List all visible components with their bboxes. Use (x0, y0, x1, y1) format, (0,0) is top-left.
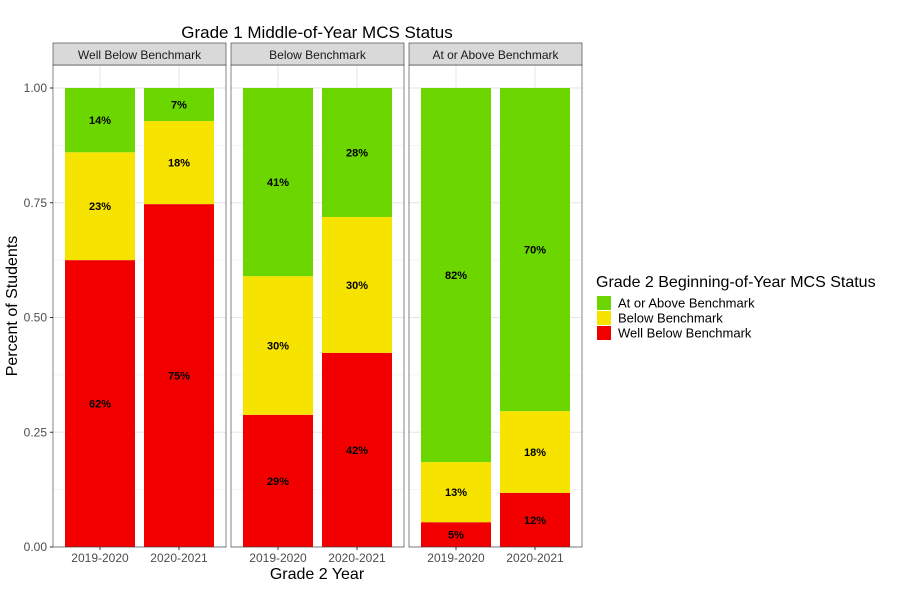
data-label: 42% (346, 445, 368, 457)
y-tick-label: 1.00 (24, 81, 48, 95)
facet-panel: 29% 30% 41% 2019-2020 42% 30% 28% 2020-2021 Belo… (230, 42, 405, 565)
data-label: 18% (524, 447, 546, 459)
bar-segment (421, 88, 491, 463)
data-label: 5% (448, 530, 464, 542)
legend-swatch (597, 311, 611, 325)
facet-panel: 5% 13% 82% 2019-2020 12% 18% 70% 2020-2021 At or… (408, 42, 583, 565)
facet-strip-label: At or Above Benchmark (432, 48, 559, 62)
data-label: 70% (524, 245, 546, 257)
bar-segment (243, 414, 313, 547)
facet-panel: 62% 23% 14% 2019-2020 75% 18% 7% 2020-2021 Well … (52, 42, 227, 565)
legend-title: Grade 2 Beginning-of-Year MCS Status (596, 274, 876, 291)
data-label: 29% (267, 476, 289, 488)
bar-segment (421, 522, 491, 547)
x-tick-label: 2020-2021 (328, 551, 386, 565)
bar-segment (65, 260, 135, 547)
legend-swatch (597, 296, 611, 310)
y-tick-label: 0.50 (24, 311, 48, 325)
data-label: 28% (346, 147, 368, 159)
bar-segment (243, 276, 313, 415)
data-label: 82% (445, 270, 467, 282)
bar-segment (144, 121, 214, 205)
bar-segment (65, 88, 135, 153)
data-label: 75% (168, 371, 190, 383)
data-label: 13% (445, 487, 467, 499)
data-label: 30% (346, 280, 368, 292)
facet-strip (230, 42, 405, 66)
legend-entry: At or Above Benchmark (618, 296, 755, 311)
bar-segment (500, 492, 570, 547)
data-label: 7% (171, 100, 187, 112)
y-tick-label: 0.25 (24, 425, 48, 439)
bar-segment (65, 152, 135, 261)
facet-strip (408, 42, 583, 66)
legend-swatch (597, 326, 611, 340)
legend: Grade 2 Beginning-of-Year MCS Status At … (596, 274, 876, 341)
y-tick-label: 0.00 (24, 540, 48, 554)
x-tick-label: 2019-2020 (71, 551, 129, 565)
x-axis-label: Grade 2 Year (270, 566, 365, 583)
bar-segment (500, 411, 570, 493)
data-label: 18% (168, 158, 190, 170)
facet-strip-label: Well Below Benchmark (78, 48, 202, 62)
data-label: 62% (89, 399, 111, 411)
data-label: 14% (89, 115, 111, 127)
facet-strip (52, 42, 227, 66)
bar-segment (421, 462, 491, 523)
bar-segment (144, 204, 214, 547)
facet-strip-label: Below Benchmark (269, 48, 367, 62)
chart-title: Grade 1 Middle-of-Year MCS Status (181, 23, 453, 42)
legend-entry: Well Below Benchmark (618, 326, 752, 341)
x-tick-label: 2019-2020 (249, 551, 307, 565)
x-tick-label: 2020-2021 (506, 551, 564, 565)
bar-segment (322, 216, 392, 353)
bar-segment (322, 352, 392, 547)
data-label: 30% (267, 340, 289, 352)
y-axis-label: Percent of Students (4, 236, 21, 377)
bar-segment (322, 88, 392, 217)
legend-entry: Below Benchmark (618, 311, 723, 326)
x-tick-label: 2020-2021 (150, 551, 208, 565)
bar-segment (243, 88, 313, 277)
x-tick-label: 2019-2020 (427, 551, 485, 565)
bar-segment (144, 88, 214, 122)
data-label: 41% (267, 177, 289, 189)
y-tick-label: 0.75 (24, 196, 48, 210)
data-label: 12% (524, 515, 546, 527)
data-label: 23% (89, 201, 111, 213)
bar-segment (500, 88, 570, 412)
